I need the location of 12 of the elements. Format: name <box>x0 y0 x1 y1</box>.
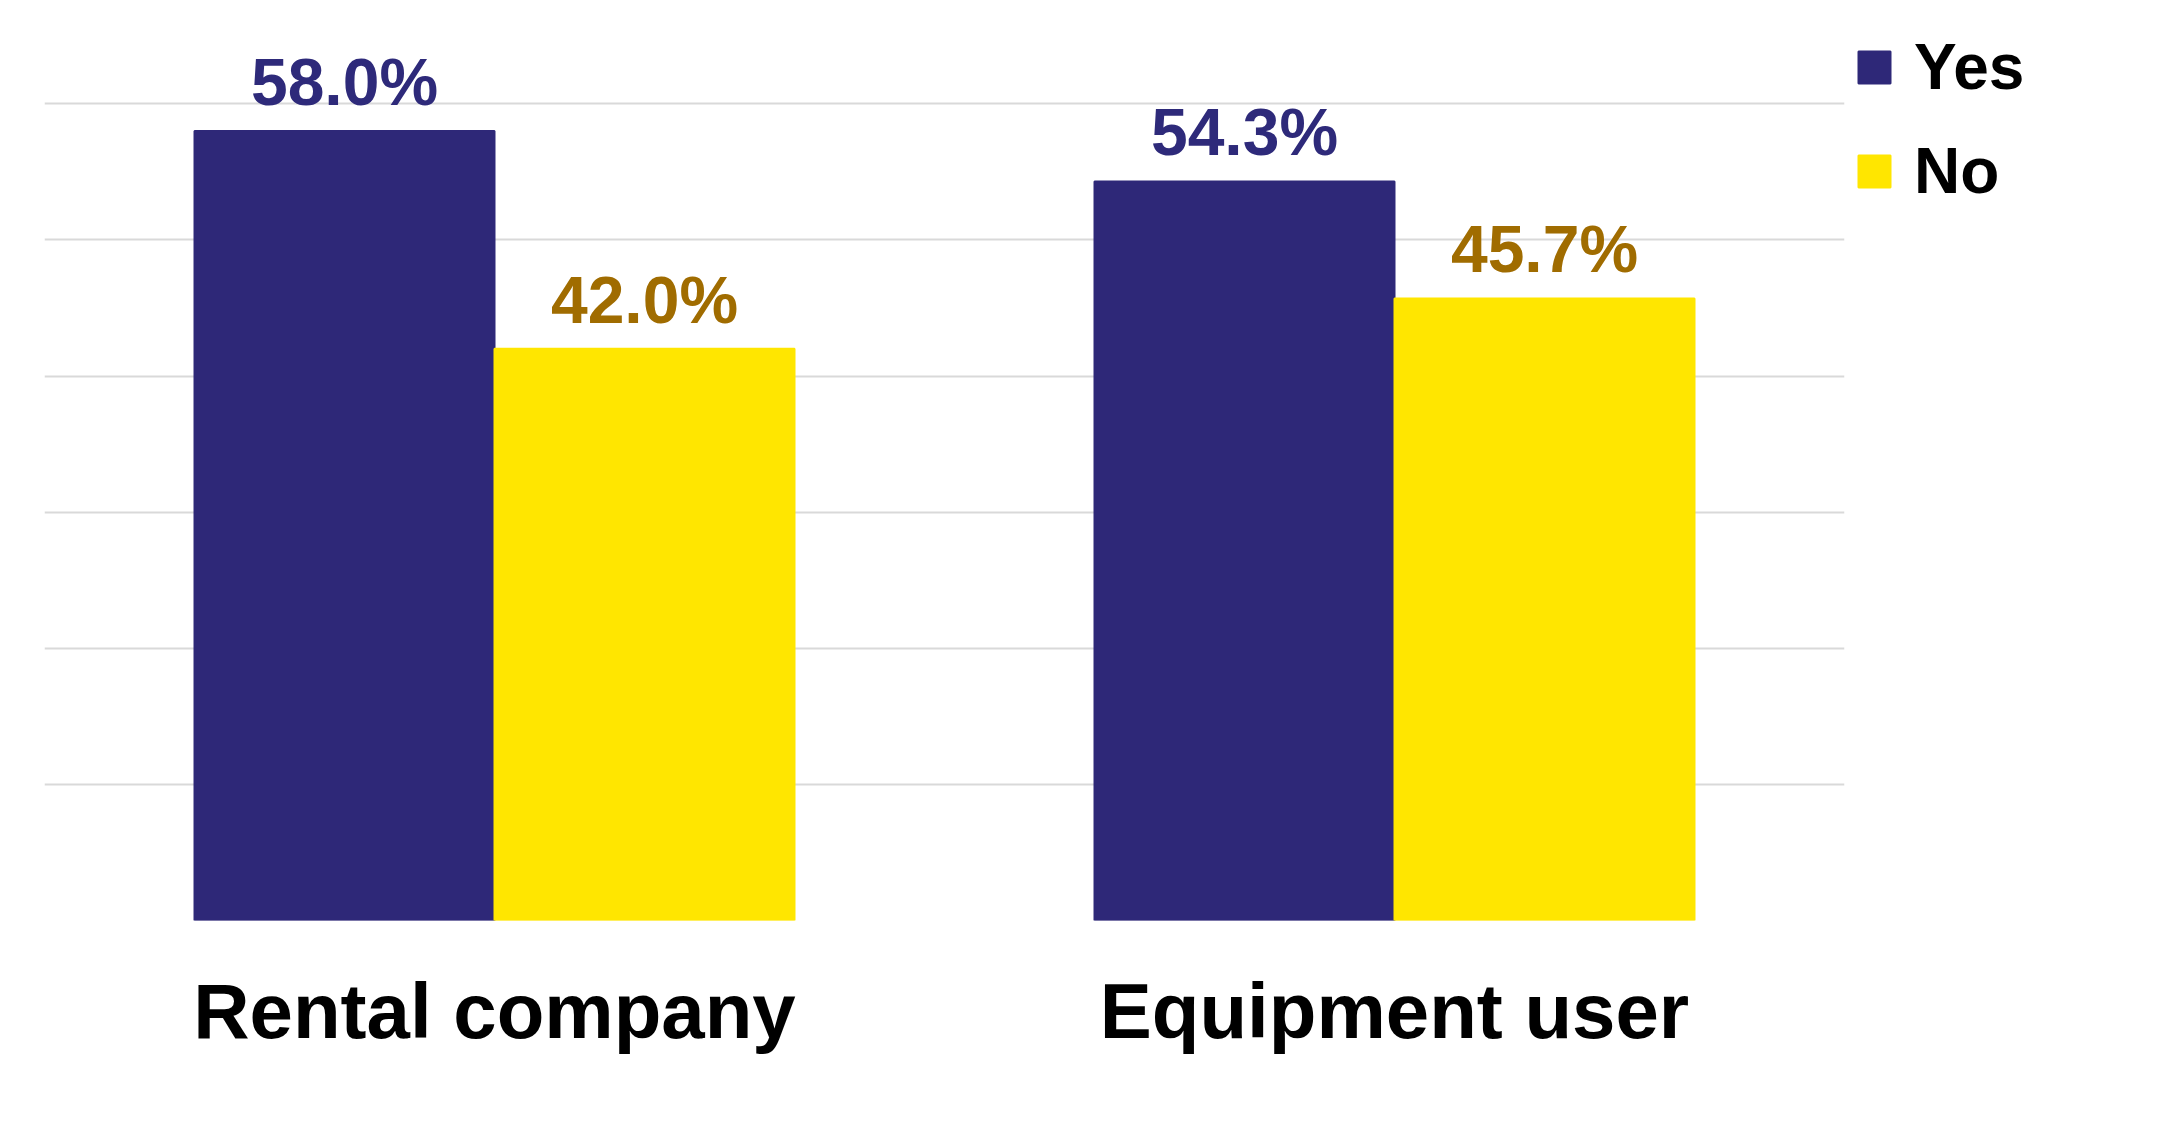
data-label: 58.0% <box>250 45 439 120</box>
data-label: 42.0% <box>550 262 739 337</box>
x-tick-label: Equipment user <box>1099 966 1690 1055</box>
data-label: 45.7% <box>1450 212 1639 287</box>
bar <box>193 130 496 921</box>
data-label: 54.3% <box>1150 95 1339 170</box>
legend-label: Yes <box>1914 30 2025 104</box>
legend-label: No <box>1914 134 2000 208</box>
bar <box>1093 180 1396 921</box>
bar <box>1393 297 1696 921</box>
x-tick-label: Rental company <box>193 966 796 1055</box>
bar <box>493 347 796 921</box>
